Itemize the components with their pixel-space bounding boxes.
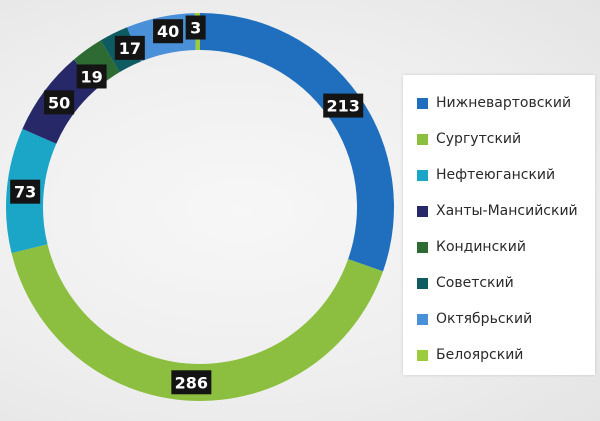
legend-label: Советский: [436, 275, 514, 291]
legend-swatch: [417, 241, 428, 253]
data-label-value: 40: [157, 22, 179, 41]
data-label-7: 40: [153, 19, 184, 44]
legend-swatch: [417, 97, 428, 109]
legend-item: Нижневартовский: [417, 85, 595, 121]
legend-label: Нефтеюганский: [436, 167, 556, 183]
legend-item: Советский: [417, 265, 595, 301]
donut-slice-1: [200, 13, 394, 272]
data-label-6: 17: [114, 35, 145, 60]
data-label-4: 50: [44, 90, 75, 115]
legend-item: Октябрьский: [417, 301, 595, 337]
data-label-value: 286: [175, 373, 208, 392]
legend-swatch: [417, 169, 428, 181]
data-label-value: 73: [14, 183, 36, 202]
data-label-box: [76, 64, 107, 89]
legend: Нижневартовский Сургутский Нефтеюганский Ха…: [403, 75, 595, 375]
legend-item: Ханты-Мансийский: [417, 193, 595, 229]
data-label-1: 213: [323, 93, 364, 118]
legend-label: Сургутский: [436, 131, 522, 147]
data-labels-group: 213 286 73 50 19 17 40 3: [10, 15, 364, 395]
data-label-2: 286: [171, 370, 212, 395]
legend-label: Ханты-Мансийский: [436, 203, 578, 219]
legend-swatch: [417, 205, 428, 217]
legend-label: Кондинский: [436, 239, 526, 255]
legend-item: Белоярский: [417, 337, 595, 373]
data-label-value: 50: [48, 93, 70, 112]
data-label-value: 19: [80, 67, 102, 86]
legend-label: Белоярский: [436, 347, 524, 363]
data-label-value: 17: [119, 39, 141, 58]
data-label-3: 73: [10, 179, 41, 204]
data-label-box: [323, 93, 364, 118]
data-label-box: [171, 370, 212, 395]
data-label-box: [10, 179, 41, 204]
legend-item: Нефтеюганский: [417, 157, 595, 193]
legend-item: Сургутский: [417, 121, 595, 157]
data-label-box: [153, 19, 184, 44]
donut-slice-5: [73, 40, 120, 88]
legend-label: Нижневартовский: [436, 95, 572, 111]
data-label-8: 3: [185, 15, 206, 40]
legend-swatch: [417, 133, 428, 145]
data-label-box: [44, 90, 75, 115]
donut-slice-2: [11, 244, 384, 401]
legend-label: Октябрьский: [436, 311, 533, 327]
data-label-value: 213: [327, 97, 360, 116]
data-label-box: [185, 15, 206, 40]
legend-swatch: [417, 313, 428, 325]
slices-group: [5, 13, 394, 401]
data-label-value: 3: [190, 19, 201, 38]
data-label-box: [114, 35, 145, 60]
legend-swatch: [417, 277, 428, 289]
legend-item: Кондинский: [417, 229, 595, 265]
data-label-5: 19: [76, 64, 107, 89]
legend-swatch: [417, 349, 428, 361]
